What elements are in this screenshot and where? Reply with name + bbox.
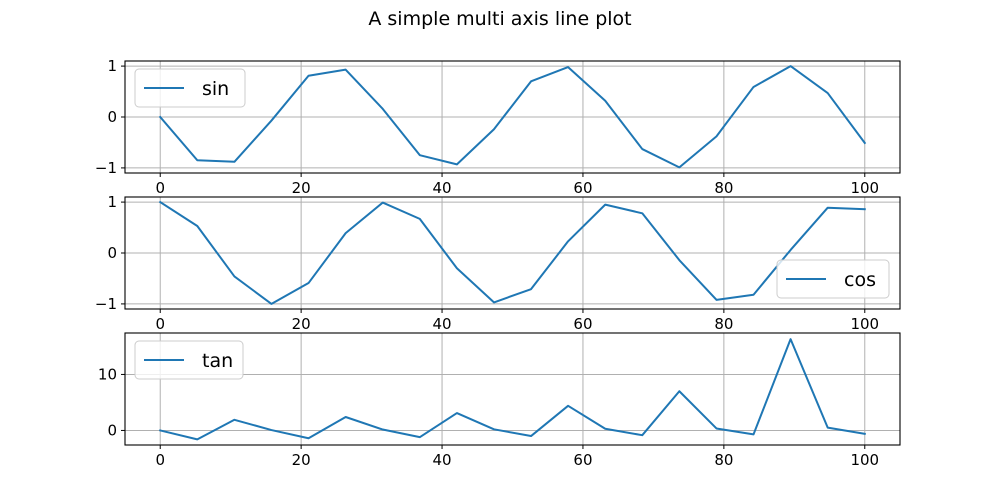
axes-frame <box>124 332 901 446</box>
x-tick-label: 80 <box>714 451 733 469</box>
series-line-sin <box>158 65 867 169</box>
y-tick-label: −1 <box>95 295 117 313</box>
y-tick-label: 1 <box>107 57 117 75</box>
subplot-tan: 0 20 40 60 80 100 0 10 tan <box>98 332 901 469</box>
x-tick-label: 80 <box>714 179 733 197</box>
legend-box <box>134 68 246 108</box>
y-tick-label: −1 <box>95 159 117 177</box>
legend-box <box>776 259 890 299</box>
x-tick-label: 40 <box>432 179 451 197</box>
subplot-sin: 0 20 40 60 80 100 −1 0 1 sin <box>95 57 901 197</box>
x-tick-label: 40 <box>432 315 451 333</box>
x-tick-label: 40 <box>432 451 451 469</box>
legend-label: tan <box>202 350 233 372</box>
x-tick-label: 0 <box>155 315 165 333</box>
x-tick-label: 100 <box>850 315 879 333</box>
legend-label: cos <box>844 269 876 291</box>
series-line-tan <box>159 338 866 441</box>
subplot-cos: 0 20 40 60 80 100 −1 0 1 cos <box>95 193 901 333</box>
x-tick-label: 60 <box>573 451 592 469</box>
y-tick-label: 0 <box>107 244 117 262</box>
series-line-cos <box>158 200 866 305</box>
legend-tan: tan <box>134 340 244 380</box>
y-tick-label: 10 <box>98 365 117 383</box>
legend-cos: cos <box>776 259 890 299</box>
x-tick-label: 0 <box>155 179 165 197</box>
y-tick-label: 0 <box>107 421 117 439</box>
x-tick-label: 20 <box>292 451 311 469</box>
y-tick-label: 0 <box>107 108 117 126</box>
x-tick-label: 0 <box>155 451 165 469</box>
x-tick-label: 100 <box>850 451 879 469</box>
legend-label: sin <box>202 78 229 100</box>
y-tick-label: 1 <box>107 193 117 211</box>
x-tick-label: 60 <box>573 315 592 333</box>
x-tick-label: 20 <box>292 315 311 333</box>
legend-box <box>134 340 244 380</box>
x-tick-label: 80 <box>714 315 733 333</box>
x-tick-label: 100 <box>850 179 879 197</box>
x-tick-label: 20 <box>292 179 311 197</box>
chart-title: A simple multi axis line plot <box>368 8 631 30</box>
legend-sin: sin <box>134 68 246 108</box>
x-tick-label: 60 <box>573 179 592 197</box>
